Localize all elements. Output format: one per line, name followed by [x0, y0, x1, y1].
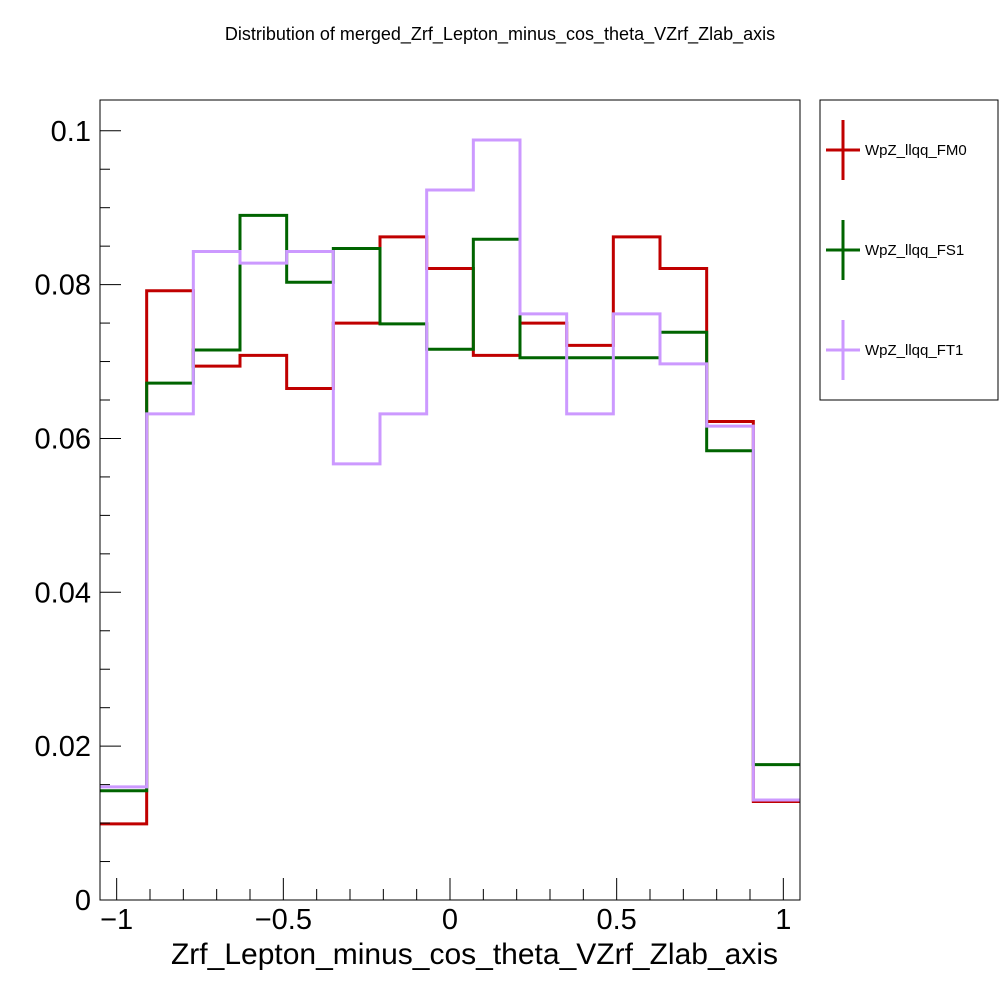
y-tick-label: 0.04: [35, 577, 91, 609]
series-layer: [100, 138, 800, 826]
y-tick-label: 0.06: [35, 423, 91, 455]
x-tick-label: −1: [100, 904, 133, 936]
x-tick-label: −0.5: [255, 904, 312, 936]
x-tick-label: 1: [775, 904, 791, 936]
legend-label: WpZ_llqq_FS1: [865, 242, 964, 259]
x-tick-label: 0: [442, 904, 458, 936]
legend-label: WpZ_llqq_FM0: [865, 142, 967, 159]
y-tick-label: 0: [75, 885, 91, 917]
chart-title: Distribution of merged_Zrf_Lepton_minus_…: [225, 24, 775, 45]
x-axis: −1 −0.5 0 0.5 1: [100, 878, 791, 936]
y-axis: 0 0.02 0.04 0.06 0.08 0.1: [35, 116, 121, 917]
y-tick-label: 0.02: [35, 731, 91, 763]
x-axis-title: Zrf_Lepton_minus_cos_theta_VZrf_Zlab_axi…: [171, 938, 778, 971]
y-tick-label: 0.1: [51, 116, 91, 148]
legend-label: WpZ_llqq_FT1: [865, 342, 963, 359]
y-tick-label: 0.08: [35, 270, 91, 302]
series-line-3: [100, 138, 800, 802]
legend: WpZ_llqq_FM0 WpZ_llqq_FS1 WpZ_llqq_FT1: [819, 99, 999, 401]
x-tick-label: 0.5: [597, 904, 637, 936]
series-line-1: [100, 235, 800, 826]
